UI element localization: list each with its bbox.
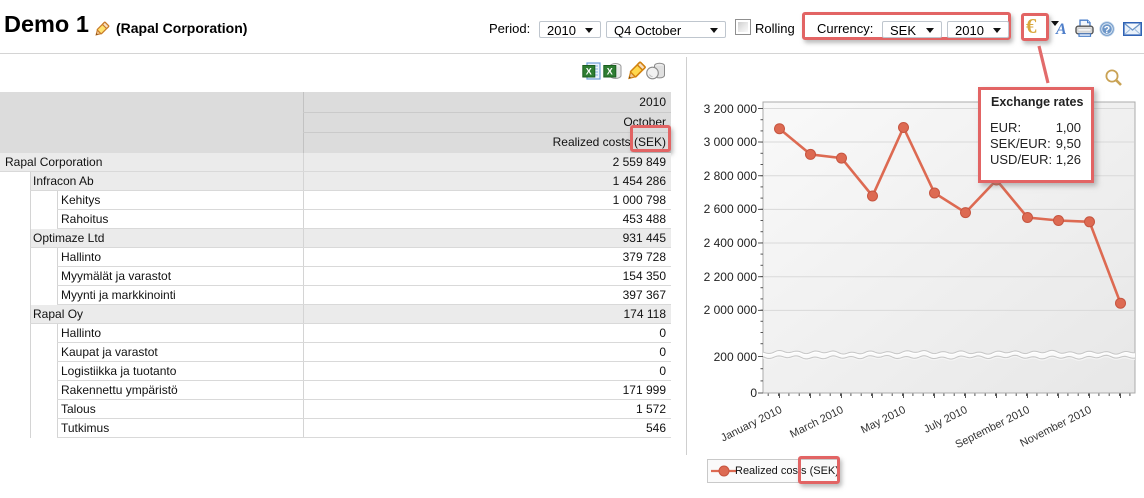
- svg-text:X: X: [586, 67, 592, 77]
- svg-text:?: ?: [1104, 24, 1110, 36]
- svg-text:X: X: [607, 67, 613, 77]
